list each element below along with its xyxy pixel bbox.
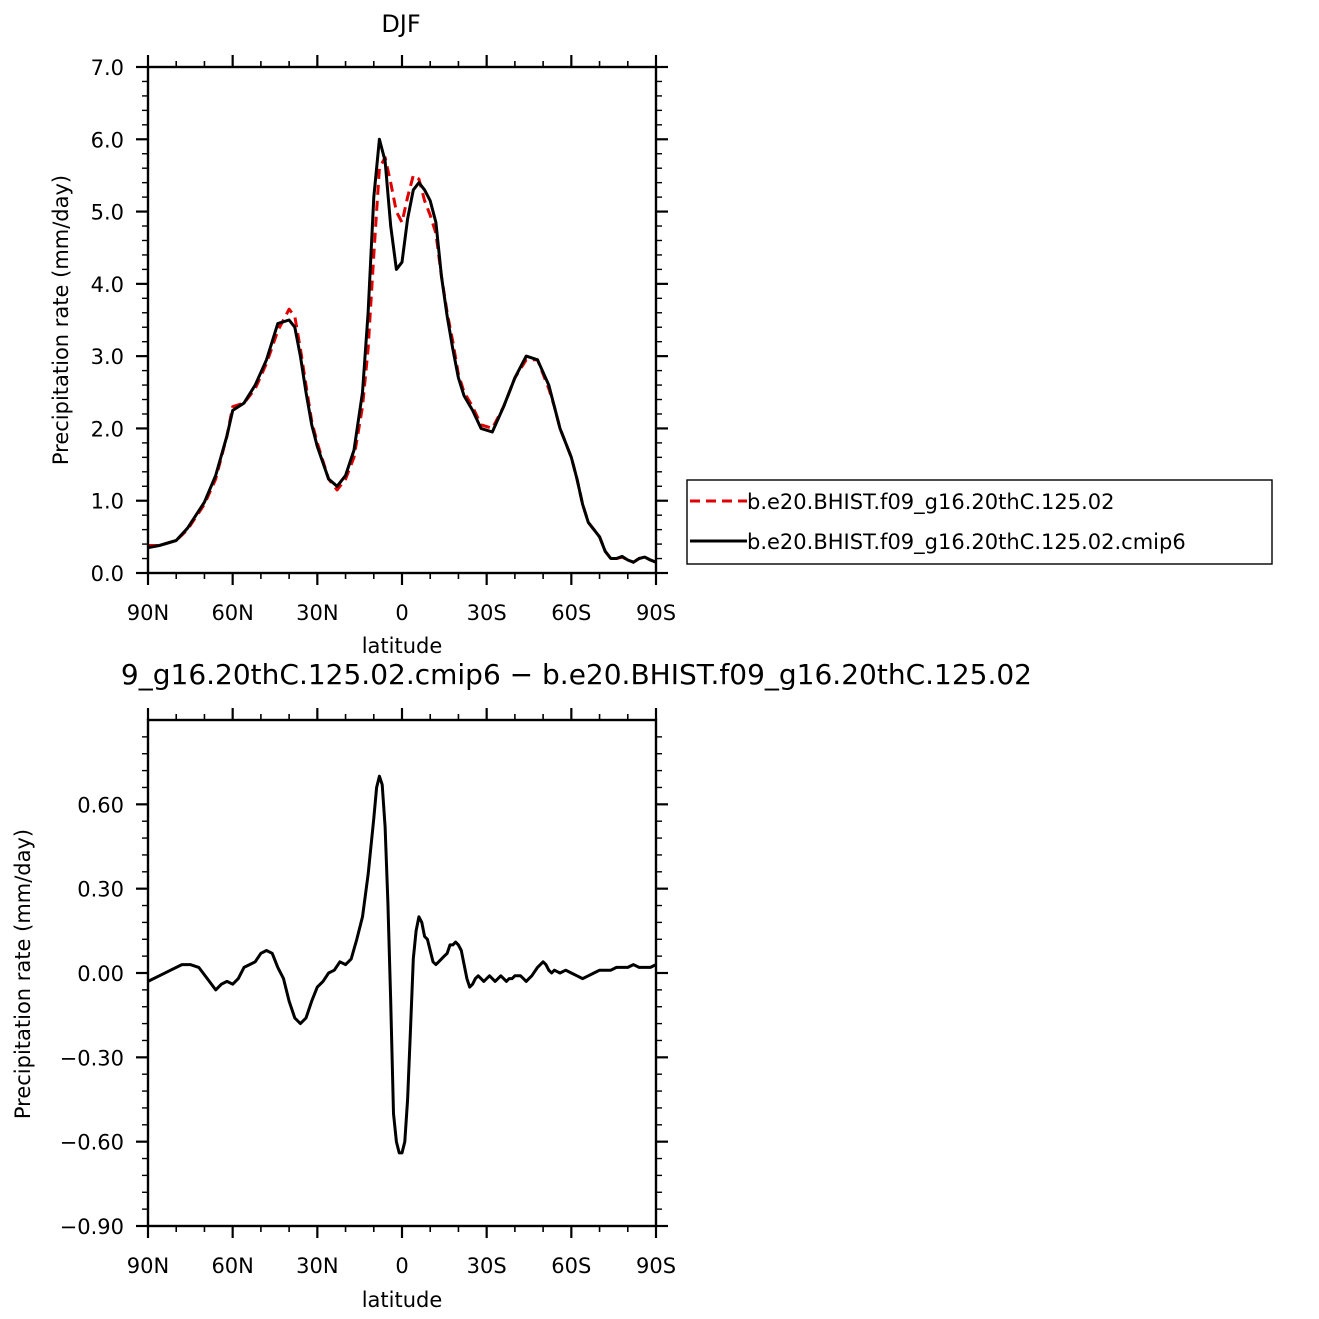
x-tick-label: 90N (127, 1254, 169, 1278)
series-lines (147, 774, 657, 1155)
y-axis-label: Precipitation rate (mm/day) (11, 829, 35, 1119)
plot-frame (146, 718, 658, 1228)
x-tick-label: 30S (467, 1254, 507, 1278)
y-tick-label: −0.30 (60, 1046, 124, 1070)
x-tick-label: 60N (211, 1254, 253, 1278)
x-tick-label: 30N (296, 601, 338, 625)
y-tick-label: 5.0 (91, 201, 124, 225)
x-tick-label: 60S (551, 601, 591, 625)
y-tick-label: 2.0 (91, 417, 124, 441)
y-tick-label: 3.0 (91, 345, 124, 369)
precipitation-difference-panel: 9_g16.20thC.125.02.cmip6 − b.e20.BHIST.f… (11, 658, 1032, 1312)
panel-title: DJF (381, 10, 420, 38)
tick-marks (136, 55, 668, 585)
y-tick-label: 1.0 (91, 490, 124, 514)
tick-marks (136, 708, 668, 1238)
series-line-1 (147, 774, 657, 1155)
x-tick-label: 30N (296, 1254, 338, 1278)
plot-frame (146, 65, 658, 575)
x-tick-label: 90N (127, 601, 169, 625)
x-tick-label: 60S (551, 1254, 591, 1278)
legend-label-series-2: b.e20.BHIST.f09_g16.20thC.125.02.cmip6 (747, 530, 1186, 555)
y-tick-label: 0.00 (77, 962, 124, 986)
y-tick-label: 0.60 (77, 793, 124, 817)
y-tick-label: 0.30 (77, 878, 124, 902)
y-tick-label: −0.60 (60, 1131, 124, 1155)
panel-title: 9_g16.20thC.125.02.cmip6 − b.e20.BHIST.f… (121, 658, 1032, 691)
y-tick-label: 4.0 (91, 273, 124, 297)
x-tick-label: 0 (395, 1254, 408, 1278)
y-axis-label: Precipitation rate (mm/day) (49, 175, 73, 465)
tick-labels: 90N 60N 30N 0 30S 60S 90S −0.90 −0.60 −0.30 0.00 0.… (60, 793, 676, 1278)
series-line-2 (147, 137, 657, 564)
x-axis-label: latitude (362, 1288, 443, 1312)
legend-label-series-1: b.e20.BHIST.f09_g16.20thC.125.02 (747, 490, 1114, 515)
x-tick-label: 60N (211, 601, 253, 625)
x-tick-label: 90S (636, 601, 676, 625)
precipitation-djf-panel: DJF 90N 60N 30N 0 30S 60S 90S 0.0 1.0 2.0 3.0 4.0 5.… (49, 10, 676, 658)
series-lines (147, 137, 657, 564)
y-tick-label: 0.0 (91, 562, 124, 586)
y-tick-label: 6.0 (91, 128, 124, 152)
x-tick-label: 0 (395, 601, 408, 625)
series-line-1 (148, 155, 657, 564)
x-tick-label: 90S (636, 1254, 676, 1278)
tick-labels: 90N 60N 30N 0 30S 60S 90S 0.0 1.0 2.0 3.0 4.0 5.0 6.0… (91, 56, 676, 625)
legend-box (686, 479, 1273, 565)
y-tick-label: 7.0 (91, 56, 124, 80)
y-tick-label: −0.90 (60, 1215, 124, 1239)
x-tick-label: 30S (467, 601, 507, 625)
legend: b.e20.BHIST.f09_g16.20thC.125.02 b.e20.B… (686, 479, 1273, 565)
x-axis-label: latitude (362, 634, 443, 658)
